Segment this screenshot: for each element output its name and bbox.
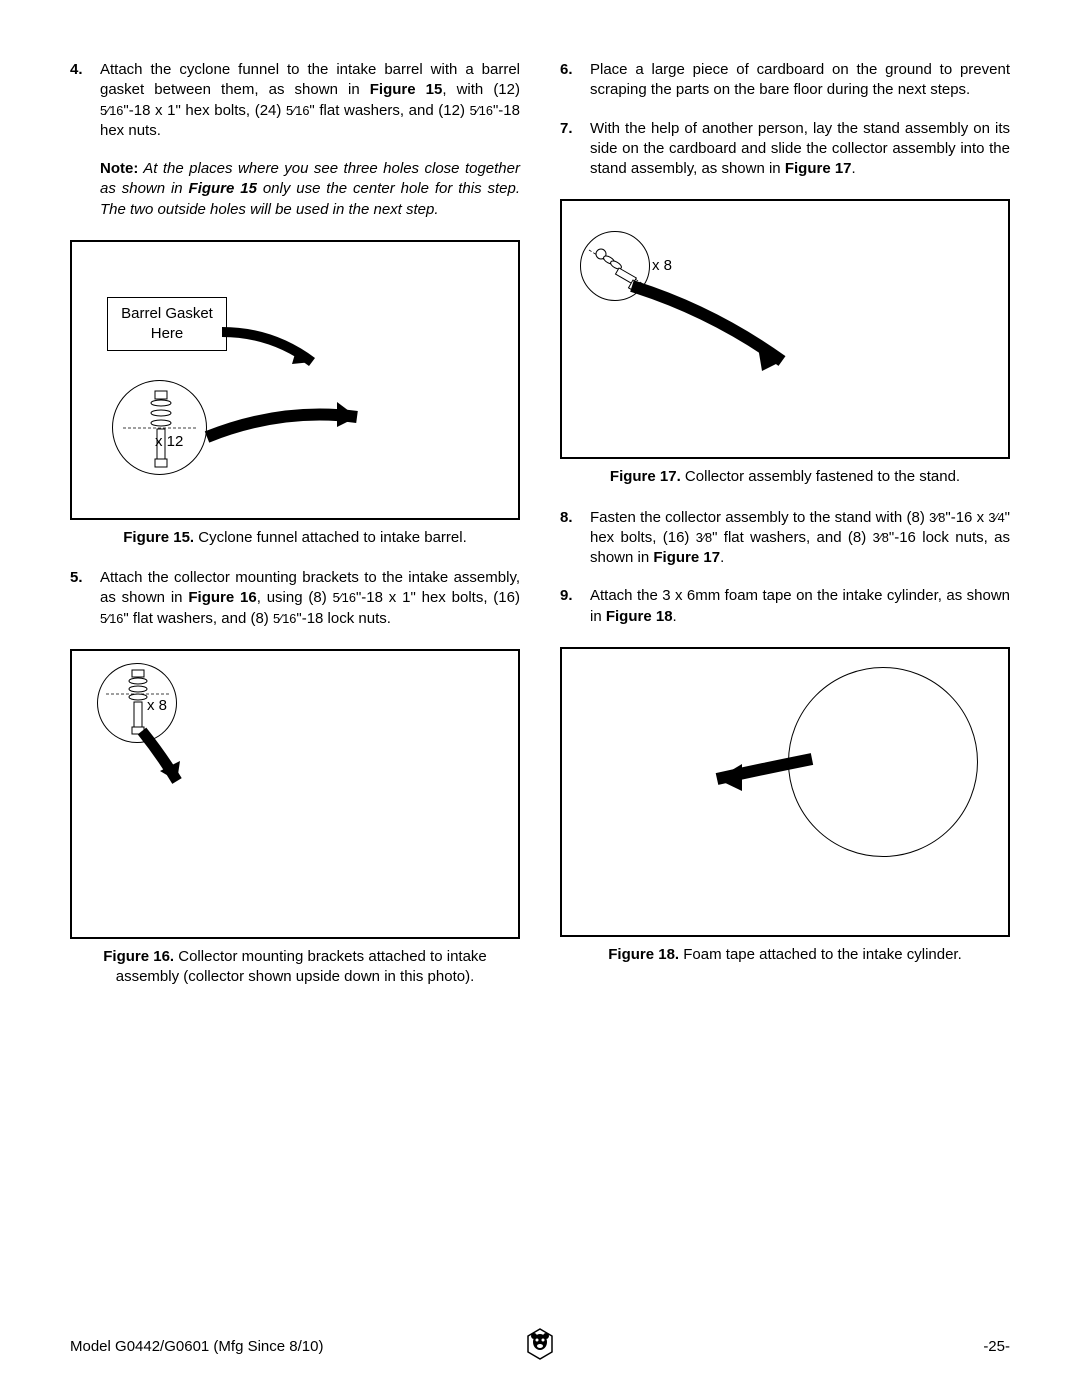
bolt-qty-label: x 12 [155,432,183,452]
footer-logo-icon [525,1327,555,1367]
bolt-qty-label: x 8 [652,256,672,276]
step-number: 5. [70,568,100,629]
figure-15-callout: Barrel Gasket Here [107,297,227,352]
step-4: 4. Attach the cyclone funnel to the inta… [70,60,520,220]
arrow-icon [622,281,802,381]
arrow-icon [132,726,202,796]
text: Attach the cyclone funnel to the intake … [100,61,520,139]
step-number: 7. [560,119,590,180]
bolt-icon [113,381,208,476]
figure-17-caption: Figure 17. Collector assembly fastened t… [560,467,1010,487]
step-body: Attach the collector mounting brackets t… [100,568,520,629]
page-footer: Model G0442/G0601 (Mfg Since 8/10) -25- [70,1337,1010,1357]
step-5: 5. Attach the collector mounting bracket… [70,568,520,629]
step-9: 9. Attach the 3 x 6mm foam tape on the i… [560,586,1010,627]
step-body: Place a large piece of cardboard on the … [590,60,1010,101]
two-column-layout: 4. Attach the cyclone funnel to the inta… [70,60,1010,1007]
bolt-detail-circle [112,380,207,475]
step-body: Attach the 3 x 6mm foam tape on the inta… [590,586,1010,627]
figure-17-box: x 8 [560,199,1010,459]
step-4-note: Note: At the places where you see three … [100,159,520,220]
footer-page-number: -25- [983,1337,1010,1357]
figure-18-caption: Figure 18. Foam tape attached to the int… [560,945,1010,965]
step-number: 8. [560,508,590,569]
footer-model: Model G0442/G0601 (Mfg Since 8/10) [70,1337,323,1357]
figure-15-caption: Figure 15. Cyclone funnel attached to in… [70,528,520,548]
arrow-icon [202,402,372,452]
step-7: 7. With the help of another person, lay … [560,119,1010,180]
figure-16-box: x 8 [70,649,520,939]
bolt-qty-label: x 8 [147,696,167,716]
figure-16-caption: Figure 16. Collector mounting brackets a… [70,947,520,988]
figure-18-box [560,647,1010,937]
step-8: 8. Fasten the collector assembly to the … [560,508,1010,569]
step-number: 4. [70,60,100,220]
arrow-icon [702,749,822,809]
step-number: 6. [560,60,590,101]
step-body: Attach the cyclone funnel to the intake … [100,60,520,220]
step-body: With the help of another person, lay the… [590,119,1010,180]
left-column: 4. Attach the cyclone funnel to the inta… [70,60,520,1007]
step-6: 6. Place a large piece of cardboard on t… [560,60,1010,101]
step-number: 9. [560,586,590,627]
step-body: Fasten the collector assembly to the sta… [590,508,1010,569]
figure-15-box: Barrel Gasket Here x 12 [70,240,520,520]
arrow-icon [212,322,332,382]
right-column: 6. Place a large piece of cardboard on t… [560,60,1010,1007]
